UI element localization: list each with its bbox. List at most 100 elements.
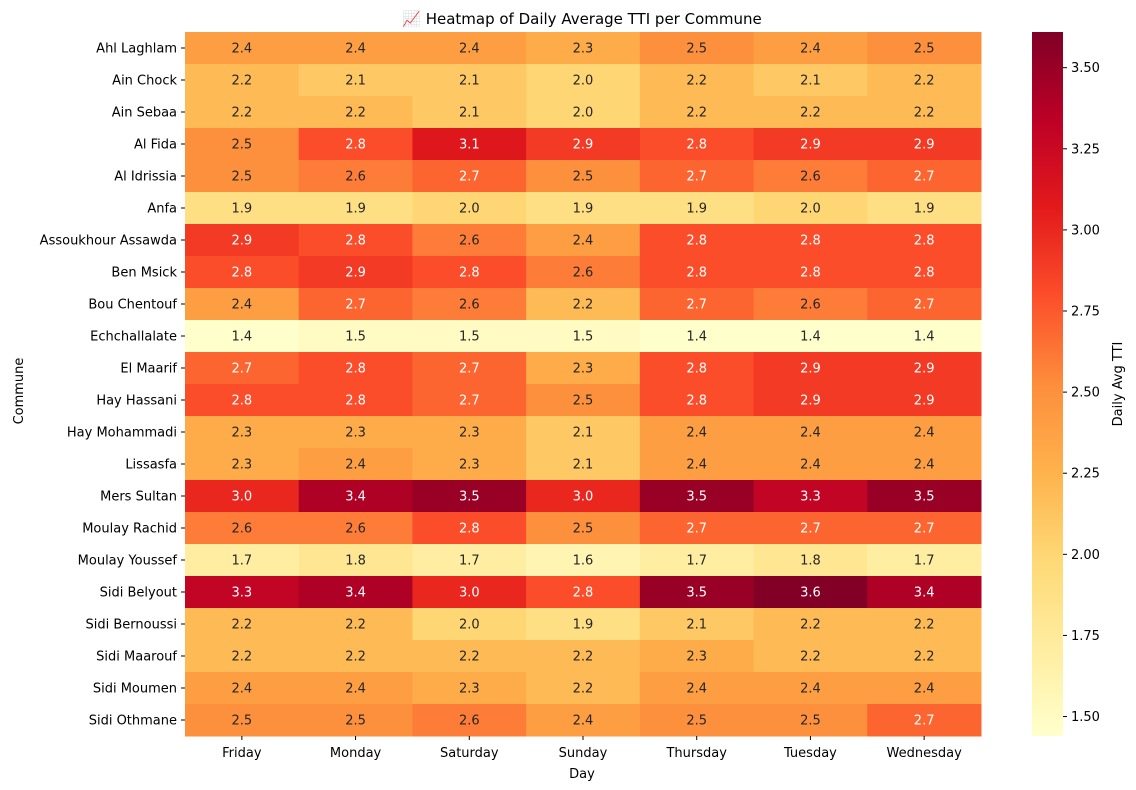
heatmap-cell (867, 160, 982, 193)
cell-value-label: 2.4 (800, 682, 821, 697)
heatmap-cell (867, 32, 982, 65)
cell-value-label: 2.4 (459, 42, 480, 57)
cell-value-label: 1.7 (914, 554, 935, 569)
cell-value-label: 2.8 (914, 234, 935, 249)
heatmap-cell (298, 544, 413, 577)
cell-value-label: 3.3 (232, 586, 253, 601)
y-tick-label: Assoukhour Assawda (40, 234, 177, 249)
heatmap-cell (867, 704, 982, 737)
heatmap-cell (526, 640, 641, 673)
heatmap-cell (753, 640, 868, 673)
cell-value-label: 2.5 (573, 522, 594, 537)
cell-value-label: 2.6 (345, 170, 366, 185)
cell-value-label: 2.8 (686, 362, 707, 377)
heatmap-cell (412, 256, 527, 289)
heatmap-cell (639, 544, 755, 577)
cell-value-label: 2.9 (914, 394, 935, 409)
cell-value-label: 3.5 (459, 490, 480, 505)
cell-value-label: 2.7 (914, 298, 935, 313)
cell-value-label: 2.4 (914, 458, 935, 473)
heatmap-cell (412, 704, 527, 737)
cell-value-label: 2.2 (800, 106, 821, 121)
cell-value-label: 2.6 (459, 298, 480, 313)
heatmap-cell (185, 128, 300, 161)
cell-value-label: 2.2 (914, 650, 935, 665)
heatmap-cell (639, 480, 755, 513)
heatmap-cell (185, 576, 300, 609)
heatmap-cell (639, 288, 755, 321)
cell-value-label: 2.9 (914, 138, 935, 153)
heatmap-cell (298, 640, 413, 673)
heatmap-cell (185, 352, 300, 385)
x-tick-label: Wednesday (887, 746, 963, 761)
cell-value-label: 2.9 (914, 362, 935, 377)
y-tick-label: Lissasfa (125, 458, 177, 473)
heatmap-cell (753, 704, 868, 737)
heatmap-cell (526, 480, 641, 513)
cell-value-label: 2.5 (573, 170, 594, 185)
cell-value-label: 2.1 (686, 618, 707, 633)
y-tick-label: Moulay Youssef (78, 554, 178, 569)
colorbar-tick-label: 3.00 (1071, 223, 1100, 238)
colorbar-tick-label: 3.25 (1071, 142, 1100, 157)
colorbar-tick-label: 1.50 (1071, 710, 1100, 725)
heatmap-cell (867, 128, 982, 161)
cell-value-label: 2.6 (232, 522, 253, 537)
heatmap-cell (412, 32, 527, 65)
heatmap-cell (753, 160, 868, 193)
cell-value-label: 2.8 (686, 234, 707, 249)
cell-value-label: 2.9 (800, 362, 821, 377)
colorbar (1032, 32, 1063, 736)
heatmap-cell (298, 320, 413, 353)
heatmap-cell (526, 64, 641, 97)
heatmap-cell (639, 448, 755, 481)
cell-value-label: 2.2 (232, 106, 253, 121)
y-tick-label: Mers Sultan (100, 490, 177, 505)
cell-value-label: 2.3 (573, 362, 594, 377)
cell-value-label: 2.4 (232, 42, 253, 57)
cell-value-label: 2.3 (232, 458, 253, 473)
heatmap-cell (185, 608, 300, 641)
cell-value-label: 2.8 (459, 522, 480, 537)
heatmap-cell (867, 512, 982, 545)
heatmap-cell (639, 576, 755, 609)
heatmap-cell (867, 544, 982, 577)
heatmap-cell (298, 96, 413, 129)
x-tick-label: Sunday (559, 746, 608, 761)
heatmap-cell (298, 128, 413, 161)
cell-value-label: 2.4 (573, 714, 594, 729)
heatmap-cell (867, 64, 982, 97)
heatmap-cell (185, 512, 300, 545)
cell-value-label: 2.2 (573, 682, 594, 697)
cell-value-label: 2.2 (345, 106, 366, 121)
heatmap-cell (867, 384, 982, 417)
heatmap-cell (526, 192, 641, 225)
heatmap-cell (753, 128, 868, 161)
cell-value-label: 2.5 (800, 714, 821, 729)
cell-value-label: 2.0 (573, 106, 594, 121)
heatmap-cell (526, 544, 641, 577)
heatmap-cell (298, 480, 413, 513)
colorbar-tick-label: 2.75 (1071, 305, 1100, 320)
heatmap-cell (867, 608, 982, 641)
cell-value-label: 2.5 (345, 714, 366, 729)
heatmap-cell (867, 288, 982, 321)
cell-value-label: 2.3 (686, 650, 707, 665)
cell-value-label: 2.8 (345, 234, 366, 249)
y-tick-label: Ben Msick (111, 266, 177, 281)
cell-value-label: 2.4 (800, 458, 821, 473)
y-tick-label: Hay Mohammadi (67, 426, 177, 441)
heatmap-cell (185, 256, 300, 289)
heatmap-cell (412, 192, 527, 225)
cell-value-label: 2.4 (800, 42, 821, 57)
cell-value-label: 2.7 (459, 362, 480, 377)
cell-value-label: 2.8 (573, 586, 594, 601)
heatmap-cell (753, 64, 868, 97)
cell-value-label: 2.6 (573, 266, 594, 281)
cell-value-label: 2.4 (232, 298, 253, 313)
heatmap-cell (753, 544, 868, 577)
heatmap-cell (185, 448, 300, 481)
heatmap-cell (298, 192, 413, 225)
cell-value-label: 2.8 (459, 266, 480, 281)
